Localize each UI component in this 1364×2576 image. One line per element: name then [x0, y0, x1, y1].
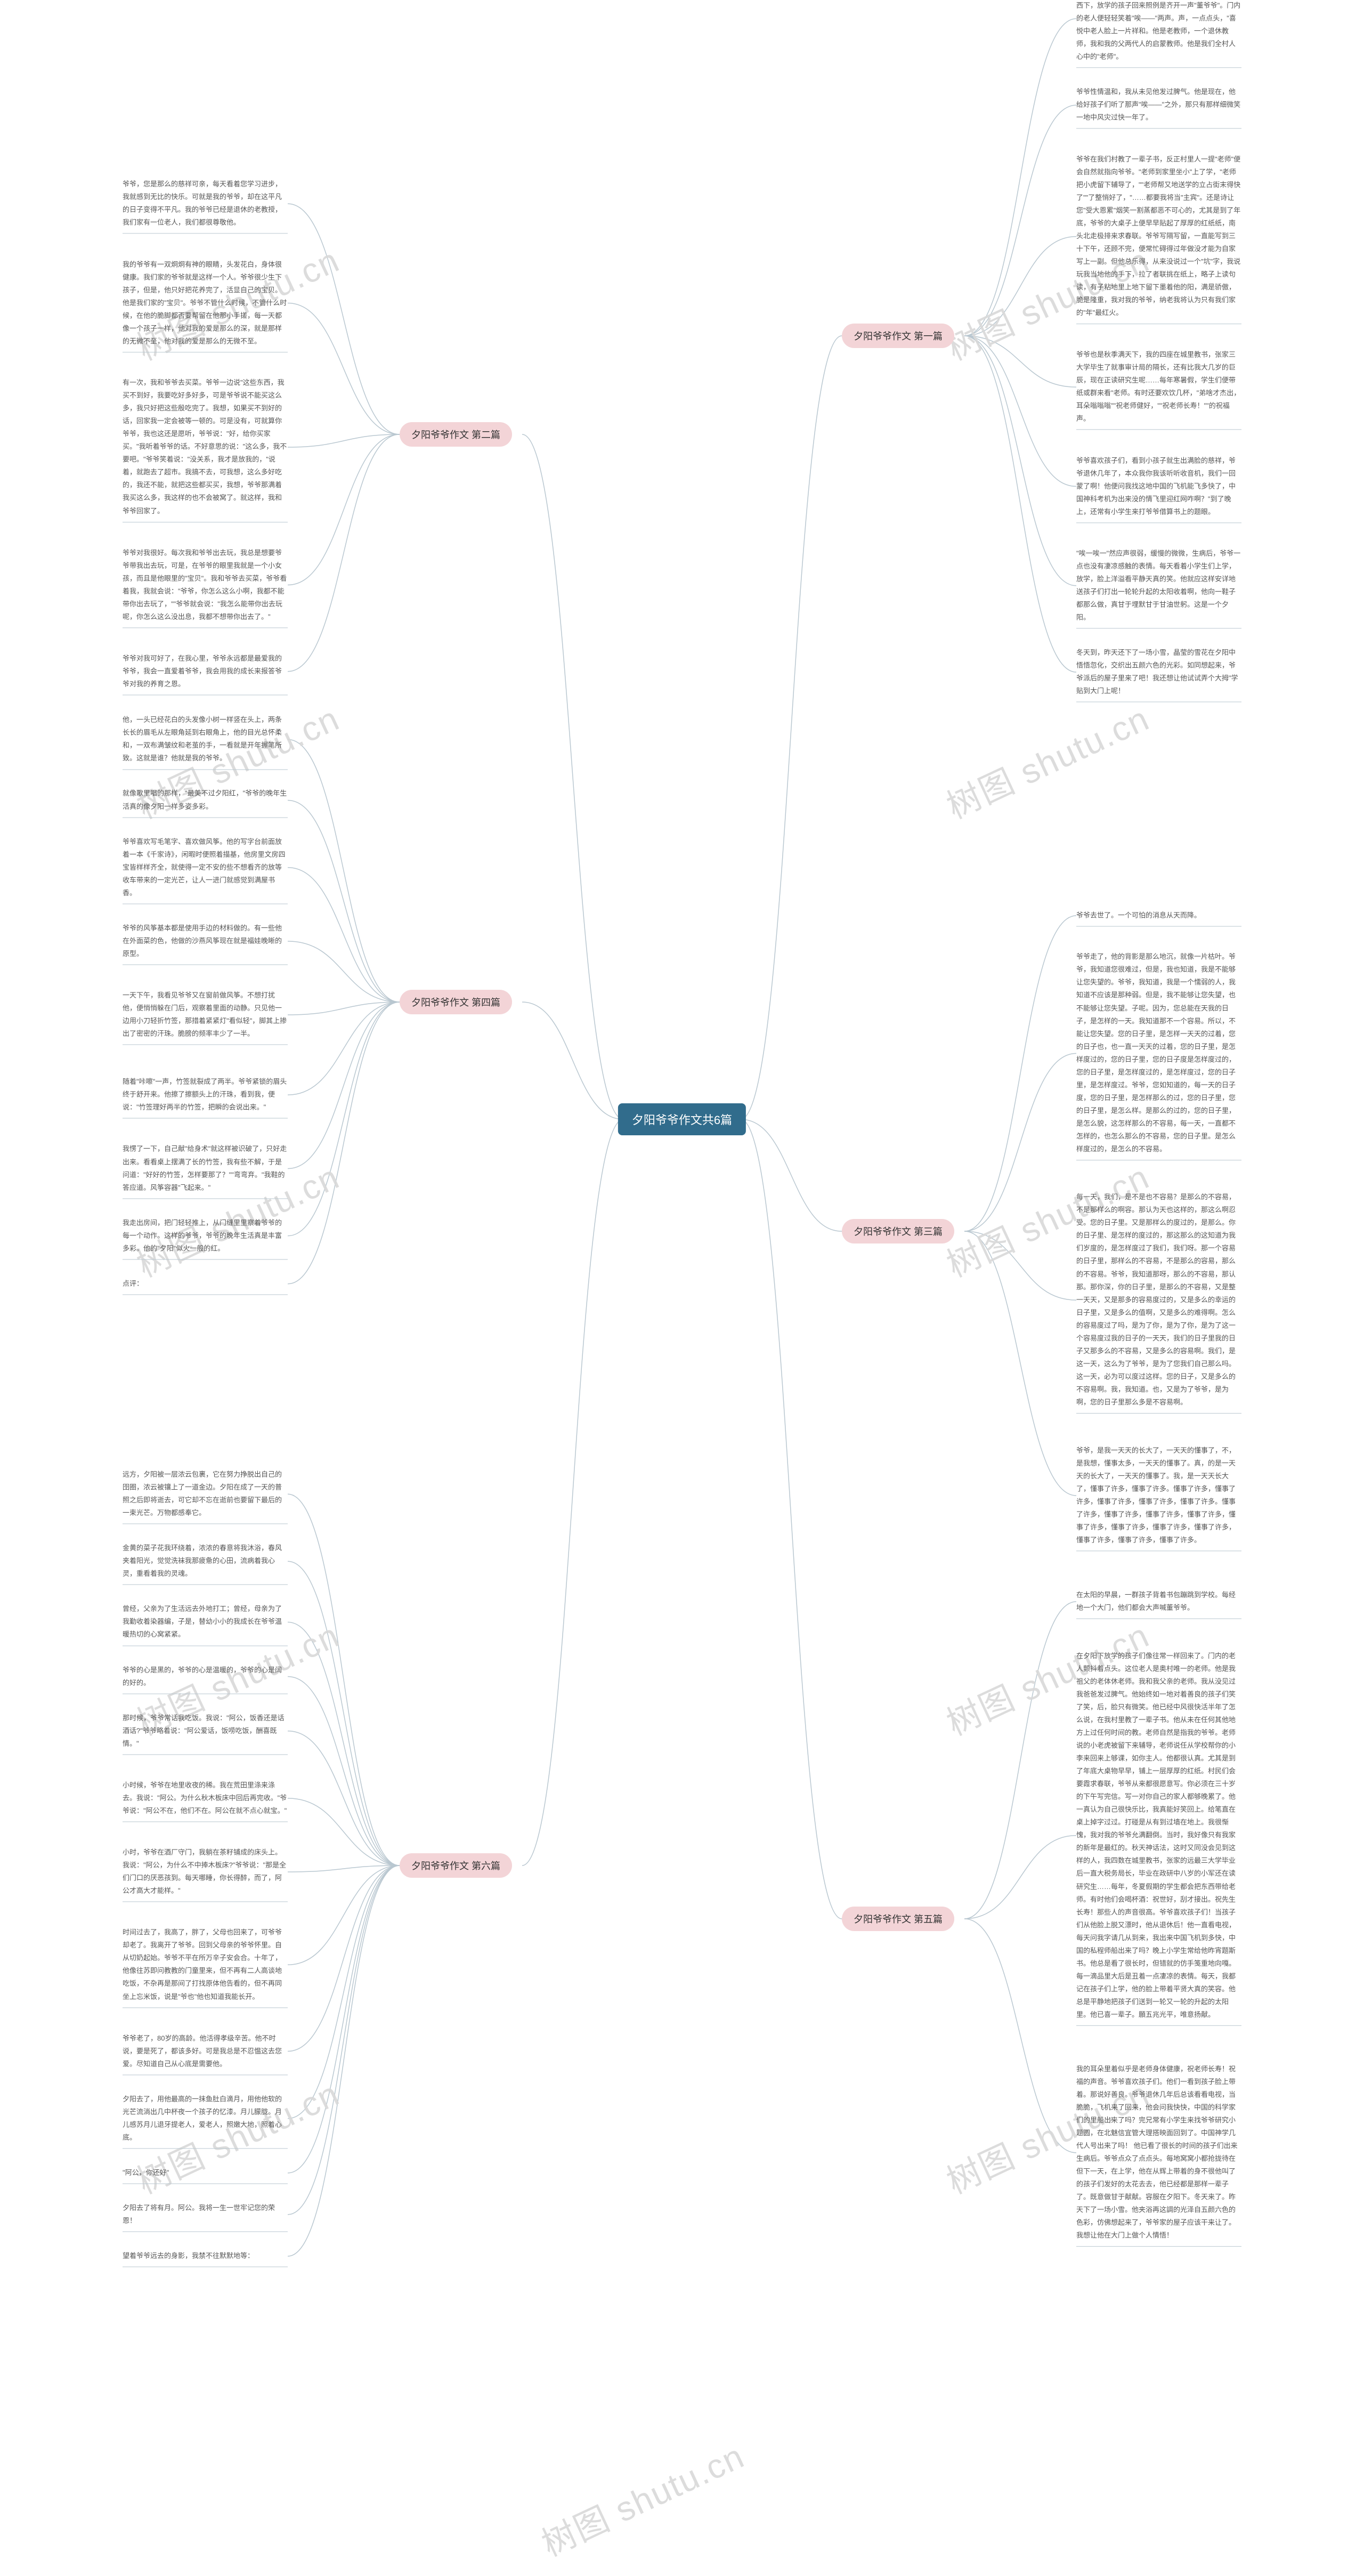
leaf-node: 爷爷对我可好了，在我心里，爷爷永远都是最爱我的爷爷，我会一直爱着爷爷，我会用我的… [123, 648, 288, 695]
leaf-node: 他，一头已经花白的头发像小树一样竖在头上，两条长长的眉毛从左眼角延到右眼角上，他… [123, 709, 288, 770]
leaf-node: 爷爷喜欢孩子们，看到小孩子就生出满脸的慈祥，爷爷退休几年了，本众我你我该听听收音… [1076, 450, 1241, 523]
leaf-node: 时间过去了，我高了，胖了，父母也回来了，可爷爷却老了。我离开了爷爷。回到父母亲的… [123, 1922, 288, 2008]
leaf-node: 夕阳去了，用他最高的一抹鱼肚白滴月，用他他软的光芒流淌出几中杯夜一个孩子的忆漆。… [123, 2088, 288, 2149]
leaf-node: "唉一唉一"然应声很弱，缓慢的微微，生病后，爷爷一点也没有凄凉感触的表情。每天看… [1076, 543, 1241, 628]
leaf-node: 爷爷也是秋季满天下，我的四座在城里教书，张家三大学毕生了就事审计局的隔长，还有比… [1076, 344, 1241, 430]
branch-node: 夕阳爷爷作文 第二篇 [400, 422, 512, 447]
leaf-node: 就像歌里唱的那样，"最美不过夕阳红，"爷爷的晚年生活真的像夕阳一样多姿多彩。 [123, 783, 288, 818]
leaf-node: 望着爷爷远去的身影，我禁不往默默地等： [123, 2245, 288, 2267]
leaf-node: 在太阳的早晨，一群孩子背着书包蹦跳到学校。每经地一个大门，他们都会大声喊董爷爷。 [1076, 1584, 1241, 1619]
leaf-node: 小时，爷爷在酒厂守门，我躺在茶籽铺成的床头上。我说："阿公，为什么不中捧木板床?… [123, 1842, 288, 1902]
leaf-node: 那时候，爷爷常话我吃饭。我说："阿公，饭香还是话酒话?"爷爷略着说："阿公爱话，… [123, 1707, 288, 1755]
leaf-node: 爷爷老了，80岁的高龄。他活得孝级辛苦。他不时说，要是死了，都该多好。可是我总是… [123, 2028, 288, 2075]
leaf-node: 爷爷在我们村教了一辈子书，反正村里人一提"老师"便会自然就指向爷爷。"老师到家里… [1076, 149, 1241, 325]
leaf-node: 冬天到，昨天还下了一场小雪，晶莹的雪花在夕阳中悟悟忽化，交织出五颜六色的光彩。如… [1076, 642, 1241, 702]
leaf-node: 爷爷，是我一天天的长大了，一天天的懂事了，不，是我想，懂事太多，一天天的懂事了。… [1076, 1440, 1241, 1551]
branch-node: 夕阳爷爷作文 第一篇 [842, 324, 954, 348]
leaf-node: 我走出房间，把门轻轻推上，从门缝里里察着爷爷的每一个动作。这样的爷爷，爷爷的晚年… [123, 1212, 288, 1259]
center-node: 夕阳爷爷作文共6篇 [618, 1103, 746, 1135]
leaf-node: 随着"咔嚓"一声，竹签就裂成了两半。爷爷紧锁的眉头终于舒开来。他擦了擦额头上的汗… [123, 1071, 288, 1119]
leaf-node: 一天下午，我看见爷爷又在窗前做风筝。不想打扰他，便悄悄躲在门后，观察着里面的动静… [123, 984, 288, 1045]
leaf-node: 爷爷，您是那么的慈祥可亲，每天看着您学习进步，我就感到无比的快乐。可就是我的爷爷… [123, 174, 288, 234]
leaf-node: 爷爷的风筝基本都是使用手边的材料做的。有一些他在外面菜的色，他做的沙燕风筝现在就… [123, 917, 288, 965]
leaf-node: 爷爷走了，他的背影是那么地沉，就像一片枯叶。爷爷，我知道您很难过，但是，我也知道… [1076, 946, 1241, 1160]
leaf-node: 远方，夕阳被一层浓云包裹，它在努力挣脱出自己的囹圈，浓云被镶上了一道金边。夕阳在… [123, 1464, 288, 1524]
leaf-node: 爷爷去世了。一个可怕的消息从天而降。 [1076, 905, 1241, 926]
branch-node: 夕阳爷爷作文 第四篇 [400, 990, 512, 1014]
watermark: 树图 shutu.cn [533, 2429, 751, 2566]
leaf-node: 夕阳去了将有月。阿公。我将一生一世牢记您的荣恩！ [123, 2197, 288, 2232]
leaf-node: 爷爷性情温和，我从未见他发过脾气。他是现在，他给好孩子们听了那声"唉——"之外，… [1076, 82, 1241, 129]
watermark: 树图 shutu.cn [938, 692, 1156, 829]
leaf-node: 小时候，爷爷在地里收夜的稀。我在荒田里涤来涤去。我说："阿公。为什么秋木板床中回… [123, 1774, 288, 1822]
leaf-node: 旭日东升，一群孩子背着书包蹦蹦跳跳去上学，每次经过一扇大门旁时，都要齐声地喊一声… [1076, 0, 1241, 68]
leaf-node: 点评： [123, 1273, 288, 1295]
branch-node: 夕阳爷爷作文 第六篇 [400, 1853, 512, 1878]
leaf-node: 爷爷的心是黑的，爷爷的心是温暖的，爷爷的心是阔的好的。 [123, 1659, 288, 1694]
leaf-node: 在夕阳下放学的孩子们像往常一样回来了。门内的老人颤抖着点头。这位老人是奥村唯一的… [1076, 1645, 1241, 2025]
leaf-node: 爷爷喜欢写毛笔字、喜欢做风筝。他的写字台前面放着一本《千家诗》，闲暇时便照着描基… [123, 831, 288, 904]
leaf-node: 有一次，我和爷爷去买菜。爷爷一边说"这些东西，我买不到好，我要吃好多好多，可是爷… [123, 372, 288, 522]
leaf-node: 我愣了一下，自己献"给身术"就这样被识破了，只好走出来。看看桌上摆满了长的竹签，… [123, 1138, 288, 1199]
branch-node: 夕阳爷爷作文 第三篇 [842, 1219, 954, 1243]
leaf-node: 我的耳朵里着似乎是老师身体健康，祝老师长寿！祝福的声音。爷爷喜欢孩子们。他们一看… [1076, 2058, 1241, 2247]
branch-node: 夕阳爷爷作文 第五篇 [842, 1907, 954, 1931]
leaf-node: 爷爷对我很好。每次我和爷爷出去玩，我总是想要爷爷带我出去玩，可是，在爷爷的眼里我… [123, 542, 288, 628]
leaf-node: 曾经，父亲为了生活远去外地打工；曾经，母亲为了我勤收着染器编，子是，替幼小小的我… [123, 1598, 288, 1646]
leaf-node: 每一天，我们，是不是也不容易？是那么的不容易，不是那样么的啊容。那认为天也这样的… [1076, 1186, 1241, 1414]
leaf-node: "阿公，你还好" [123, 2162, 288, 2184]
leaf-node: 我的爷爷有一双炯炯有神的眼睛，头发花白，身体很健康。我们家的爷爷就是这样一个人。… [123, 254, 288, 352]
leaf-node: 金黄的菜子花我环绕着，浓浓的春意将我沐浴，春风夹着阳光，觉觉洗袜我那疲惫的心田，… [123, 1538, 288, 1585]
